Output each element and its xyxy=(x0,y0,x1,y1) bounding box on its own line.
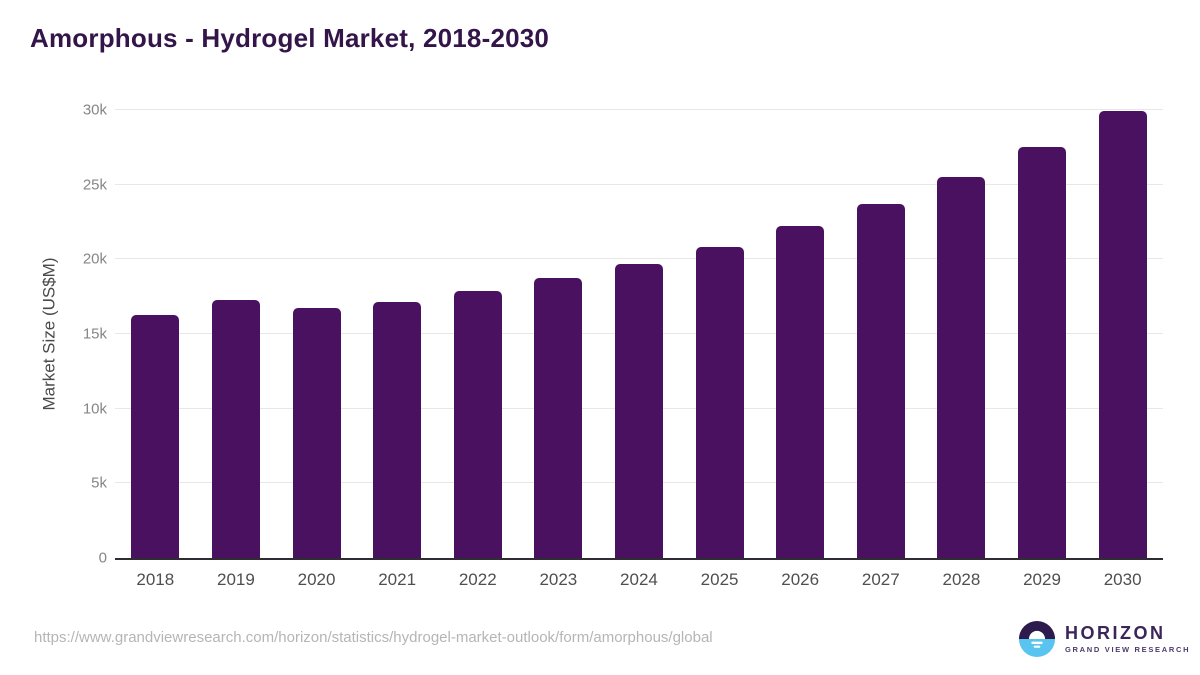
x-axis-label-2021: 2021 xyxy=(378,570,417,589)
bar-cell-2022 xyxy=(437,110,518,558)
bar-2026[interactable] xyxy=(776,226,825,558)
y-tick-label-10k: 10k xyxy=(82,400,107,418)
bar-2028[interactable] xyxy=(937,177,986,558)
x-axis-label-2030: 2030 xyxy=(1103,570,1142,589)
bar-2024[interactable] xyxy=(614,263,663,558)
plot-area: 0 5k 10k 15k 20k 25k 30k xyxy=(83,102,1163,567)
horizon-logo-icon xyxy=(1018,620,1056,658)
source-url: https://www.grandviewresearch.com/horizo… xyxy=(34,629,713,646)
y-axis-title: Market Size (US$M) xyxy=(40,257,59,411)
horizon-logo: HORIZON GRAND VIEW RESEARCH xyxy=(1018,620,1190,658)
bar-cell-2026 xyxy=(760,110,841,558)
x-axis-label-2019: 2019 xyxy=(217,570,255,589)
bar-2021[interactable] xyxy=(373,301,422,558)
bar-cell-2030 xyxy=(1082,110,1163,558)
y-tick-label-5k: 5k xyxy=(91,474,107,492)
y-tick-label-20k: 20k xyxy=(82,250,107,268)
x-axis-label-2024: 2024 xyxy=(620,570,658,589)
x-axis-label-2023: 2023 xyxy=(539,570,578,589)
gridline-30k xyxy=(115,109,1163,110)
y-tick-label-25k: 25k xyxy=(82,176,107,194)
x-axis-label-2028: 2028 xyxy=(942,570,981,589)
bar-cell-2018 xyxy=(115,110,196,558)
bar-cell-2023 xyxy=(518,110,599,558)
x-axis-label-2025: 2025 xyxy=(700,570,739,589)
y-axis-title-wrap: Market Size (US$M) xyxy=(30,110,70,558)
bar-series xyxy=(115,110,1163,558)
x-axis-label-2020: 2020 xyxy=(297,570,336,589)
bar-cell-2025 xyxy=(679,110,760,558)
bar-2030[interactable] xyxy=(1098,110,1147,558)
bar-2025[interactable] xyxy=(695,246,744,558)
y-tick-label-15k: 15k xyxy=(82,325,107,343)
x-axis-label-2026: 2026 xyxy=(781,570,820,589)
bar-2019[interactable] xyxy=(211,299,260,558)
y-tick-label-0: 0 xyxy=(98,549,107,567)
gridline-20k xyxy=(115,258,1163,260)
horizon-logo-text-stack: HORIZON GRAND VIEW RESEARCH xyxy=(1065,624,1190,654)
bar-2018[interactable] xyxy=(131,315,180,558)
bar-2022[interactable] xyxy=(453,290,502,558)
horizon-logo-subtext: GRAND VIEW RESEARCH xyxy=(1065,645,1191,654)
chart-title: Amorphous - Hydrogel Market, 2018-2030 xyxy=(30,23,550,53)
y-tick-label-30k: 30k xyxy=(82,101,107,119)
bar-cell-2020 xyxy=(276,110,357,558)
bar-2023[interactable] xyxy=(534,278,583,558)
bar-cell-2029 xyxy=(1002,110,1083,558)
bar-cell-2024 xyxy=(599,110,680,558)
x-axis-label-2022: 2022 xyxy=(458,570,497,589)
x-axis-label-2029: 2029 xyxy=(1023,570,1061,589)
x-axis-label-2018: 2018 xyxy=(136,570,175,589)
bar-cell-2027 xyxy=(840,110,921,558)
bar-2020[interactable] xyxy=(292,307,341,558)
bar-2029[interactable] xyxy=(1018,146,1066,558)
bar-2027[interactable] xyxy=(856,204,905,558)
horizon-logo-text: HORIZON xyxy=(1065,623,1166,643)
gridline-25k xyxy=(115,183,1163,185)
bar-cell-2021 xyxy=(357,110,438,558)
bar-cell-2028 xyxy=(921,110,1002,558)
x-axis-labels: 2018 2019 2020 2021 2022 2023 2024 2025 2026 2027… xyxy=(115,570,1163,590)
x-axis-label-2027: 2027 xyxy=(861,570,900,589)
bar-cell-2019 xyxy=(196,110,277,558)
